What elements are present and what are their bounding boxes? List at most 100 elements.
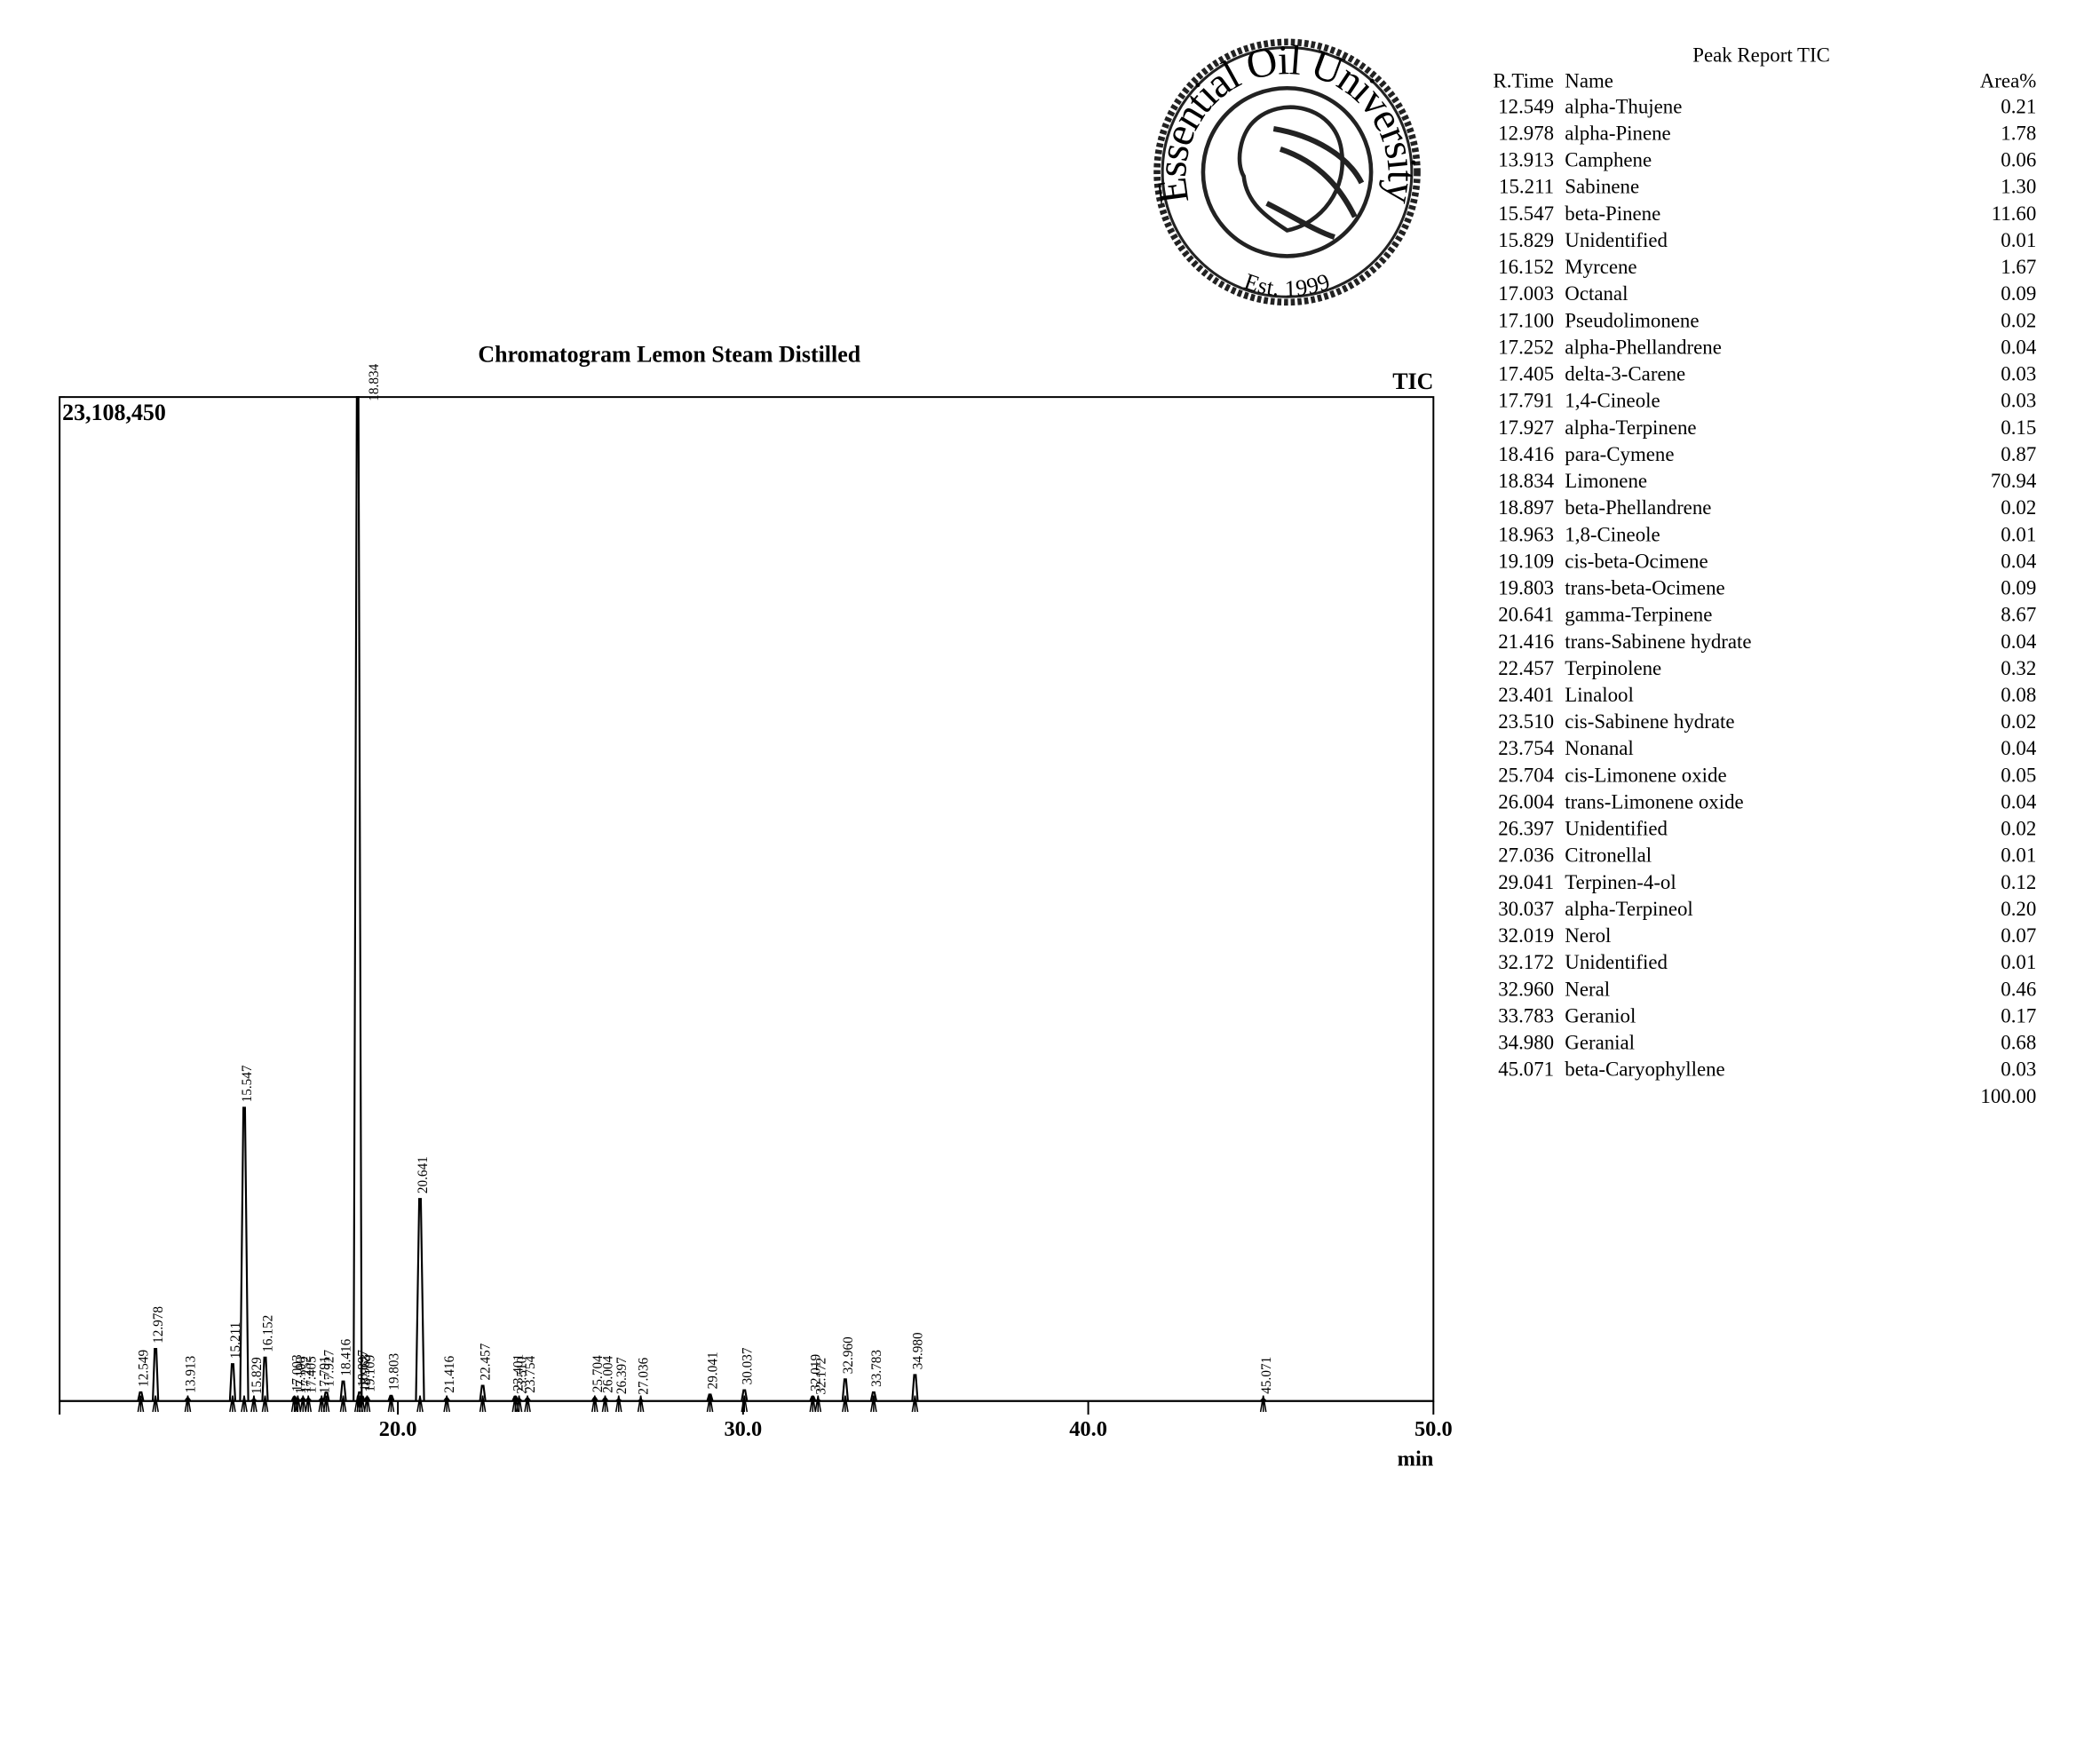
rt-cell: 18.416 (1498, 443, 1554, 465)
rt-cell: 18.963 (1498, 523, 1554, 545)
peak-marker (387, 1395, 395, 1413)
peak-marker (741, 1395, 749, 1413)
rt-cell: 17.791 (1498, 390, 1554, 412)
rt-cell: 30.037 (1498, 898, 1554, 920)
peak-label: 23.401 (511, 1354, 526, 1391)
name-cell: cis-Limonene oxide (1565, 764, 1726, 786)
name-cell: Neral (1565, 978, 1610, 1000)
peak-marker (870, 1395, 877, 1413)
peak-label: 22.457 (479, 1343, 494, 1380)
peak-label: 26.397 (614, 1357, 630, 1394)
peak-marker (842, 1395, 849, 1413)
rt-cell: 33.783 (1498, 1004, 1554, 1027)
rt-cell: 15.829 (1498, 229, 1554, 251)
peak (339, 1380, 347, 1401)
y-tick-label: 23,108,450 (62, 400, 166, 425)
plot-frame (59, 396, 1435, 1402)
name-cell: alpha-Pinene (1565, 123, 1670, 145)
name-cell: delta-3-Carene (1565, 363, 1685, 385)
peak-label: 45.071 (1259, 1357, 1274, 1394)
peak-label: 27.036 (637, 1357, 652, 1394)
rt-cell: 23.754 (1498, 737, 1554, 759)
table-title: Peak Report TIC (1692, 44, 1830, 66)
name-cell: Unidentified (1565, 951, 1668, 973)
name-cell: para-Cymene (1565, 443, 1674, 465)
name-cell: alpha-Phellandrene (1565, 336, 1722, 358)
peak-label: 12.549 (137, 1350, 152, 1387)
peak (353, 396, 363, 1401)
peak-marker (294, 1395, 302, 1413)
area-cell: 0.15 (2001, 416, 2036, 439)
peak (706, 1393, 714, 1402)
x-tick-label: 30.0 (724, 1417, 762, 1441)
area-cell: 11.60 (1992, 202, 2037, 225)
peak-label: 23.510 (515, 1356, 530, 1393)
peak-label: 23.754 (523, 1355, 538, 1392)
rt-cell: 15.211 (1499, 176, 1554, 198)
rt-cell: 18.897 (1498, 496, 1554, 519)
name-cell: Limonene (1565, 470, 1647, 492)
peak-marker (261, 1395, 269, 1413)
rt-cell: 26.004 (1498, 790, 1554, 813)
rt-cell: 32.019 (1498, 924, 1554, 947)
rt-cell: 15.547 (1498, 202, 1554, 225)
name-cell: Unidentified (1565, 818, 1668, 840)
area-cell: 0.07 (2001, 924, 2036, 947)
area-cell: 0.02 (2001, 496, 2036, 519)
peak-marker (515, 1395, 523, 1413)
rt-cell: 25.704 (1498, 764, 1554, 786)
peak-label: 17.252 (298, 1356, 313, 1393)
peak-marker (706, 1395, 714, 1413)
table-total: 100.00 (1980, 1085, 2036, 1107)
name-cell: Myrcene (1565, 256, 1636, 278)
area-cell: 0.09 (2001, 577, 2036, 599)
rt-cell: 18.834 (1498, 470, 1554, 492)
logo-ring (1161, 45, 1414, 298)
logo: Essential Oil University Est. 1999 (1149, 37, 1425, 306)
peak-label: 34.980 (910, 1332, 925, 1369)
peak-label: 18.963 (358, 1353, 373, 1391)
peak (137, 1391, 145, 1401)
peak-marker (339, 1395, 347, 1413)
peak-marker (318, 1395, 326, 1413)
rt-cell: 23.510 (1498, 710, 1554, 733)
name-cell: beta-Pinene (1565, 202, 1660, 225)
rt-cell: 23.401 (1498, 684, 1554, 706)
peak-label: 21.416 (442, 1355, 457, 1392)
rt-cell: 32.960 (1498, 978, 1554, 1000)
rt-cell: 17.252 (1498, 336, 1554, 358)
area-cell: 1.67 (2001, 256, 2036, 278)
area-cell: 0.03 (2001, 363, 2036, 385)
name-cell: trans-Sabinene hydrate (1565, 630, 1751, 653)
name-cell: beta-Phellandrene (1565, 496, 1711, 519)
rt-cell: 17.100 (1498, 309, 1554, 331)
peak-marker (911, 1395, 919, 1413)
area-cell: 8.67 (2001, 604, 2036, 626)
peak-marker (299, 1395, 307, 1413)
rt-cell: 32.172 (1498, 951, 1554, 973)
peak-marker (229, 1395, 236, 1413)
peak-label: 17.791 (317, 1356, 332, 1393)
peak-label: 25.704 (590, 1355, 606, 1392)
area-cell: 0.06 (2001, 149, 2036, 171)
peak-label: 15.211 (228, 1322, 243, 1359)
peak-marker (250, 1395, 258, 1413)
peak-marker (152, 1395, 159, 1413)
name-cell: Nerol (1565, 924, 1611, 947)
rt-cell: 29.041 (1498, 871, 1554, 893)
rt-cell: 17.003 (1498, 282, 1554, 305)
rt-cell: 17.927 (1498, 416, 1554, 439)
peak-marker (305, 1395, 313, 1413)
logo-face (1237, 105, 1344, 233)
area-cell: 0.20 (2001, 898, 2036, 920)
rt-cell: 20.641 (1498, 604, 1554, 626)
rt-cell: 26.397 (1498, 818, 1554, 840)
area-cell: 1.30 (2001, 176, 2036, 198)
peak-marker (443, 1395, 450, 1413)
peak-label: 18.416 (339, 1338, 354, 1375)
table-header: Area% (1980, 69, 2037, 91)
x-axis-label: min (1398, 1447, 1434, 1471)
peak-marker (416, 1395, 424, 1413)
name-cell: Nonanal (1565, 737, 1634, 759)
area-cell: 0.12 (2001, 871, 2036, 893)
